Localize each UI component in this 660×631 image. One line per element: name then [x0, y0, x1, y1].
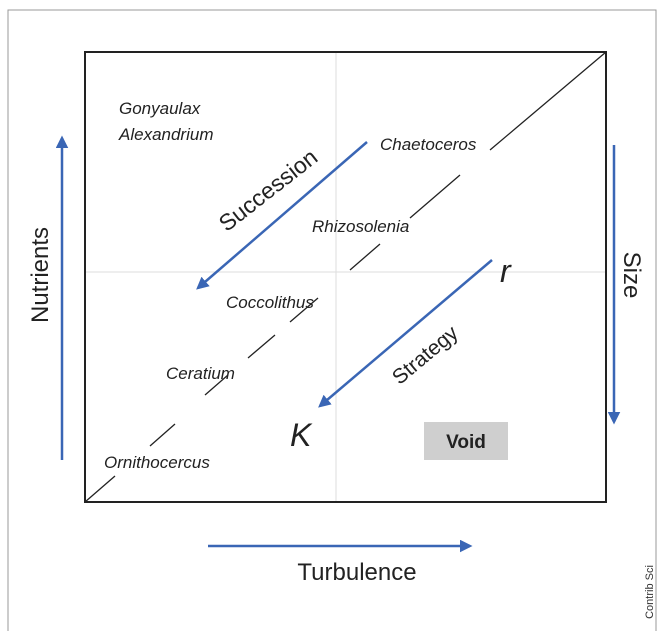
succession-label: Succession [214, 144, 323, 237]
k-label: K [290, 417, 313, 453]
genus: Gonyaulax [119, 99, 201, 118]
size-label: Size [618, 252, 645, 299]
genus: Chaetoceros [380, 135, 477, 154]
r-label: r [500, 253, 512, 289]
diagonal [84, 51, 607, 503]
credit: Contrib Sci [644, 565, 656, 619]
frame [84, 51, 607, 503]
genus: Alexandrium [118, 125, 214, 144]
genus: Rhizosolenia [312, 217, 409, 236]
void-box [424, 422, 508, 460]
void-label: Void [446, 432, 486, 453]
genus: Ceratium [166, 364, 235, 383]
genus: Ornithocercus [104, 453, 210, 472]
arrows [55, 135, 621, 553]
nutrients-label: Nutrients [27, 227, 54, 323]
page-border [7, 9, 657, 631]
genus: Coccolithus [226, 293, 314, 312]
strategy-label: Strategy [388, 321, 463, 389]
turbulence-label: Turbulence [297, 559, 416, 586]
